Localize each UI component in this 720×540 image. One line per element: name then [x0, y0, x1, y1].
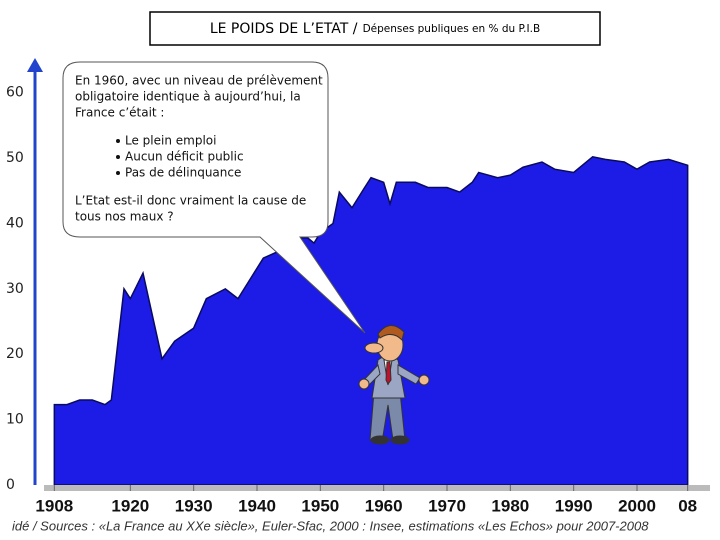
bubble-line: France c’était : — [75, 106, 164, 120]
title-box — [149, 11, 601, 46]
bubble-bullet: Pas de délinquance — [125, 166, 241, 180]
x-axis — [44, 485, 710, 491]
x-tick-label: 1960 — [365, 496, 403, 515]
y-tick-label: 40 — [6, 215, 24, 231]
x-tick-label: 1940 — [238, 496, 276, 515]
y-tick-label: 20 — [6, 346, 24, 362]
bubble-question: L’Etat est-il donc vraiment la cause de — [75, 194, 306, 208]
bullet-dot — [116, 155, 120, 159]
chart-title-group: LE POIDS DE L’ETAT / Dépenses publiques … — [210, 19, 540, 38]
cartoon-man — [358, 325, 430, 445]
bubble-text: En 1960, avec un niveau de prélèvement ob… — [75, 74, 323, 224]
x-tick-label: 1970 — [428, 496, 466, 515]
bubble-question: tous nos maux ? — [75, 210, 174, 224]
right-hand — [418, 374, 430, 386]
bubble-shape — [62, 61, 366, 334]
x-tick-label: 1930 — [175, 496, 213, 515]
bubble-line: obligatoire identique à aujourd’hui, la — [75, 90, 301, 104]
bubble-bullet: Aucun déficit public — [125, 150, 244, 164]
chart-subtitle: Dépenses publiques en % du P.I.B — [363, 23, 541, 35]
plot-area — [27, 58, 710, 491]
y-tick-label: 0 — [6, 477, 15, 493]
x-tick-label: 1908 — [35, 496, 73, 515]
x-tick-label: 1990 — [555, 496, 593, 515]
right-shoe — [390, 435, 410, 445]
x-tick-label: 2000 — [618, 496, 656, 515]
nose — [364, 342, 384, 354]
left-hand — [358, 378, 370, 390]
tie — [385, 361, 392, 385]
source-note: idé / Sources : «La France au XXe siècle… — [12, 518, 649, 533]
speech-bubble: En 1960, avec un niveau de prélèvement ob… — [62, 61, 366, 334]
y-axis-arrow — [27, 58, 43, 72]
x-tick-label: 1980 — [491, 496, 529, 515]
right-arm — [397, 364, 421, 385]
y-tick-label: 30 — [6, 281, 24, 297]
y-tick-label: 60 — [6, 85, 24, 101]
x-tick-label: 08 — [678, 496, 697, 515]
bubble-bullet: Le plein emploi — [125, 134, 216, 148]
chart-title: LE POIDS DE L’ETAT / — [210, 21, 358, 37]
bubble-line: En 1960, avec un niveau de prélèvement — [75, 74, 323, 88]
left-shoe — [370, 435, 390, 445]
y-tick-label: 10 — [6, 412, 24, 428]
bullet-dot — [116, 139, 120, 143]
bullet-dot — [116, 171, 120, 175]
x-tick-label: 1920 — [111, 496, 149, 515]
y-tick-label: 50 — [6, 150, 24, 166]
area — [53, 155, 689, 486]
x-tick-label: 1950 — [301, 496, 339, 515]
hair — [377, 325, 405, 341]
